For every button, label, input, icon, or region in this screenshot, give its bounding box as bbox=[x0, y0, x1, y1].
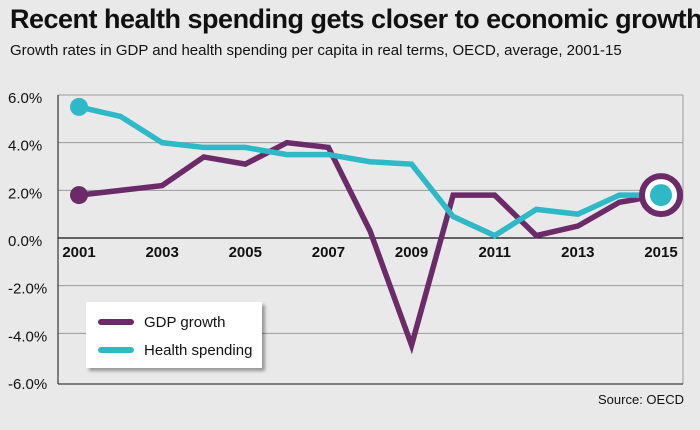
series-start-dot-health-spending bbox=[70, 97, 88, 116]
legend-item-health-spending: Health spending bbox=[98, 338, 252, 362]
series-start-dot-gdp-growth bbox=[70, 186, 88, 205]
legend-item-gdp-growth: GDP growth bbox=[98, 310, 225, 334]
x-tick-label-6: 2013 bbox=[561, 244, 594, 261]
series-line-gdp-growth bbox=[78, 139, 662, 355]
legend: GDP growth Health spending bbox=[86, 302, 262, 368]
chart-title: Recent health spending gets closer to ec… bbox=[10, 4, 700, 34]
y-tick-label-6: -6.0% bbox=[8, 376, 47, 393]
y-tick-label-2: 2.0% bbox=[8, 185, 42, 202]
chart-subtitle: Growth rates in GDP and health spending … bbox=[10, 42, 622, 59]
x-tick-label-3: 2007 bbox=[312, 244, 345, 261]
y-tick-label-4: -2.0% bbox=[8, 281, 47, 298]
legend-label-gdp-growth: GDP growth bbox=[144, 313, 226, 331]
x-tick-label-4: 2009 bbox=[395, 244, 428, 261]
x-tick-label-2: 2005 bbox=[229, 244, 262, 261]
series-line-health-spending bbox=[78, 104, 661, 239]
tick-labels: 6.0% 4.0% 2.0% 0.0% -2.0% -4.0% -6.0% 2001 2003 2… bbox=[8, 90, 678, 393]
y-tick-label-1: 4.0% bbox=[8, 138, 42, 155]
x-tick-label-1: 2003 bbox=[145, 244, 178, 261]
x-tick-label-0: 2001 bbox=[62, 244, 95, 261]
series-end-dot-health-spending bbox=[650, 184, 672, 207]
y-tick-label-0: 6.0% bbox=[8, 90, 42, 107]
x-tick-label-7: 2015 bbox=[644, 244, 677, 261]
legend-label-health-spending: Health spending bbox=[144, 341, 253, 359]
source-note: Source: OECD bbox=[598, 392, 684, 407]
legend-swatch-gdp-growth bbox=[98, 319, 134, 325]
series-lines bbox=[70, 97, 683, 355]
x-tick-label-5: 2011 bbox=[478, 244, 511, 261]
y-tick-label-3: 0.0% bbox=[8, 233, 42, 250]
grid-lines bbox=[58, 94, 683, 334]
y-tick-label-5: -4.0% bbox=[8, 328, 47, 345]
legend-swatch-health-spending bbox=[98, 347, 134, 353]
